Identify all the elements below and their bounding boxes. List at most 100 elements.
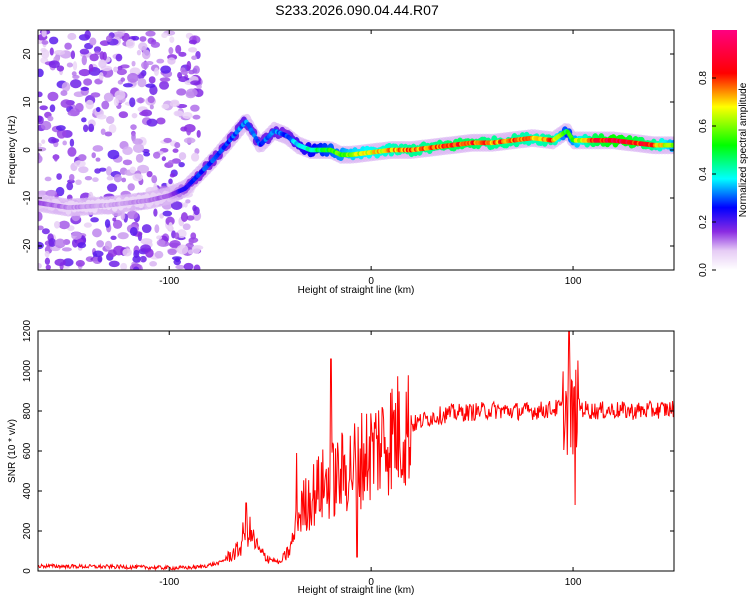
noise-blob: [183, 137, 196, 144]
noise-blob: [113, 245, 125, 256]
noise-blob: [168, 222, 173, 231]
noise-blob: [176, 244, 189, 255]
noise-blob: [116, 68, 127, 76]
noise-blob: [68, 173, 75, 181]
noise-blob: [139, 36, 147, 42]
noise-blob: [70, 79, 82, 89]
noise-blob: [163, 137, 172, 143]
x-tick-label: -100: [159, 577, 179, 588]
noise-blob: [137, 164, 150, 174]
noise-blob: [133, 266, 140, 270]
noise-blob: [185, 88, 198, 97]
noise-blob: [172, 148, 179, 153]
noise-blob: [105, 116, 115, 125]
noise-blob: [48, 36, 59, 45]
noise-blob: [66, 62, 74, 68]
noise-blob: [104, 131, 113, 137]
noise-blob: [38, 154, 43, 164]
noise-blob: [81, 117, 87, 123]
noise-blob: [136, 97, 145, 104]
noise-blob: [183, 201, 188, 208]
noise-blob: [61, 247, 72, 252]
noise-blob: [182, 112, 193, 119]
y-tick-label: 0: [22, 568, 33, 574]
noise-blob: [127, 183, 135, 191]
noise-blob: [104, 240, 113, 251]
y-tick-label: 600: [22, 442, 33, 459]
noise-blob: [169, 173, 176, 178]
noise-blob: [190, 80, 201, 86]
noise-blob: [62, 258, 74, 267]
noise-blob: [45, 189, 58, 197]
noise-blob: [180, 69, 188, 76]
noise-blob: [38, 68, 44, 78]
noise-blob: [92, 228, 102, 238]
noise-blob: [138, 42, 148, 51]
noise-blob: [167, 57, 176, 65]
noise-blob: [89, 37, 97, 46]
noise-blob: [125, 39, 135, 49]
noise-blob: [154, 224, 160, 234]
noise-blob: [132, 173, 143, 182]
y-tick-label: -20: [22, 238, 33, 253]
noise-blob: [150, 41, 161, 48]
ridge-core: [670, 142, 674, 148]
noise-blob: [81, 55, 87, 66]
noise-blob: [60, 90, 68, 97]
noise-blob: [53, 154, 59, 162]
noise-blob: [169, 36, 175, 44]
noise-blob: [192, 205, 197, 212]
noise-blob: [40, 120, 52, 131]
noise-blob: [60, 99, 72, 108]
noise-blob: [141, 49, 151, 60]
noise-blob: [113, 174, 122, 183]
noise-blob: [108, 124, 117, 134]
noise-blob: [64, 42, 72, 50]
noise-blob: [74, 160, 86, 168]
noise-blob: [69, 138, 75, 147]
noise-blob: [88, 123, 95, 133]
noise-blob: [95, 106, 101, 113]
noise-blob: [151, 175, 158, 184]
noise-blob: [159, 80, 170, 90]
noise-blob: [167, 159, 174, 166]
noise-blob: [153, 208, 158, 217]
noise-blob: [118, 111, 129, 119]
noise-blob: [160, 65, 172, 74]
noise-blob: [54, 238, 66, 249]
noise-blob: [38, 115, 44, 125]
noise-blob: [149, 104, 154, 110]
noise-blob: [120, 262, 128, 270]
noise-blob: [156, 117, 166, 125]
noise-blob: [149, 261, 158, 267]
noise-blob: [169, 101, 180, 108]
noise-blob: [174, 232, 180, 240]
noise-blob: [110, 235, 117, 241]
snr-ylabel: SNR (10 * v/v): [7, 419, 18, 483]
noise-blob: [196, 84, 202, 90]
snr-marks: [38, 331, 674, 571]
noise-blob: [188, 69, 195, 75]
noise-blob: [191, 245, 201, 254]
noise-blob: [38, 241, 44, 250]
noise-blob: [79, 48, 90, 55]
noise-blob: [131, 113, 138, 119]
y-tick-label: 1000: [22, 359, 33, 382]
noise-blob: [132, 138, 143, 145]
noise-blob: [96, 240, 105, 248]
noise-blob: [55, 125, 66, 131]
noise-blob: [94, 168, 101, 174]
noise-blob: [98, 59, 107, 69]
noise-blob: [83, 78, 93, 86]
y-tick-label: 0: [22, 147, 33, 153]
noise-blob: [132, 143, 145, 154]
y-tick-label: 200: [22, 522, 33, 539]
noise-blob: [71, 71, 77, 77]
y-tick-label: 20: [22, 48, 33, 60]
noise-blob: [44, 176, 52, 182]
noise-blob: [89, 53, 99, 62]
noise-blob: [83, 222, 92, 228]
noise-blob: [122, 159, 133, 166]
noise-blob: [180, 212, 188, 222]
